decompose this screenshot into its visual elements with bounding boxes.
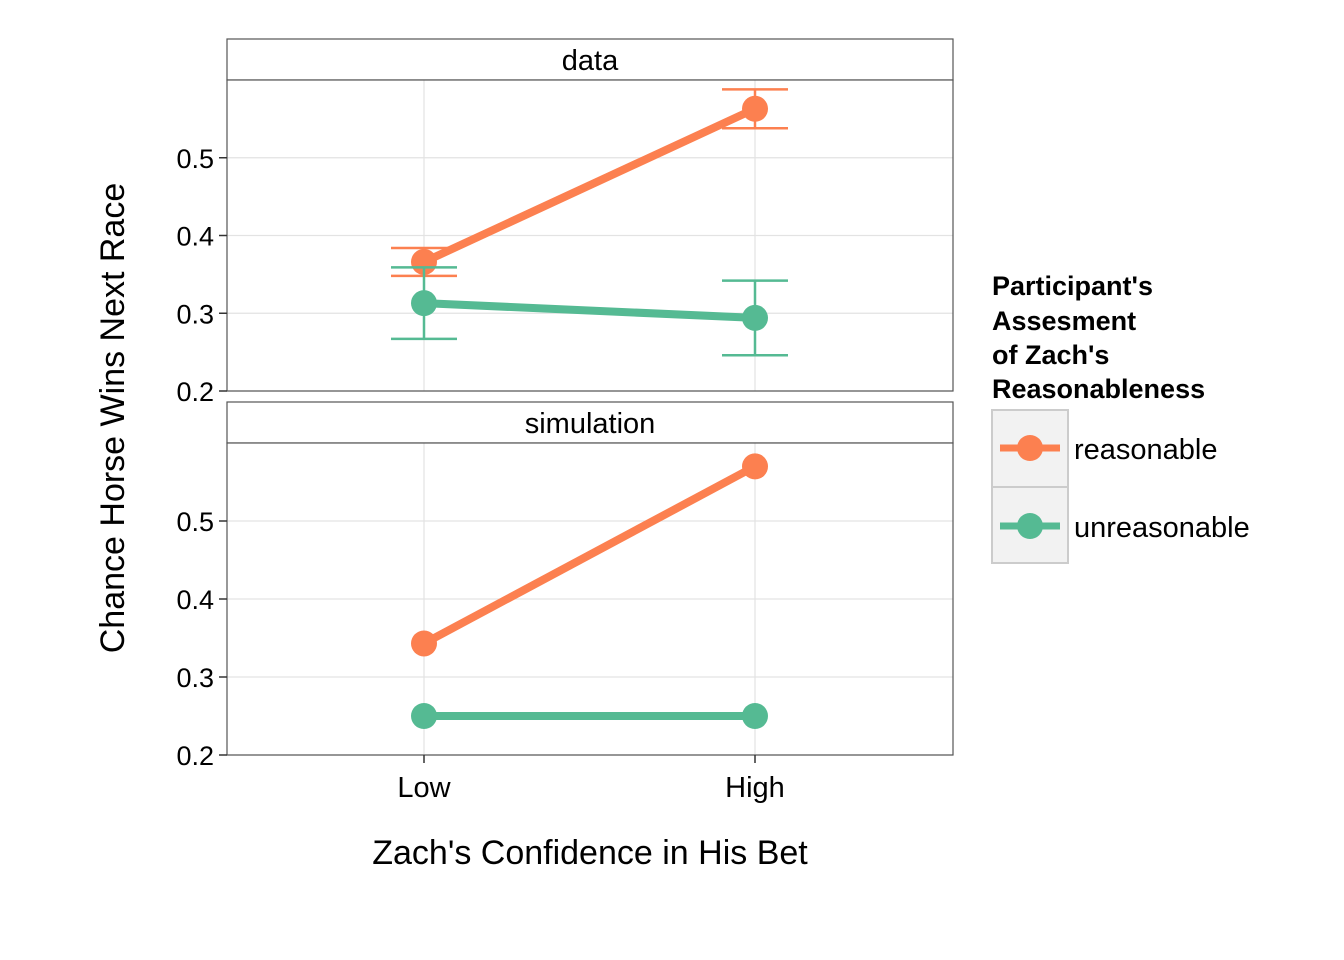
legend: Participant's Assesment of Zach's Reason… — [991, 271, 1250, 564]
y-axis-title: Chance Horse Wins Next Race — [94, 183, 132, 654]
x-tick-label: High — [725, 772, 785, 804]
legend-title-line-1: Participant's — [992, 271, 1153, 301]
series-line-unreasonable — [423, 299, 756, 322]
data-point-unreasonable — [411, 290, 437, 317]
y-tick-label: 0.2 — [176, 741, 214, 771]
legend-key-point-unreasonable — [1017, 513, 1043, 539]
data-point-unreasonable — [742, 304, 768, 331]
legend-label-reasonable: reasonable — [1074, 434, 1218, 466]
data-point-unreasonable — [411, 703, 437, 729]
legend-title-line-3: of Zach's — [992, 340, 1109, 370]
legend-title-line-4: Reasonableness — [992, 374, 1205, 404]
data-point-reasonable — [411, 630, 437, 657]
data-point-reasonable — [742, 95, 768, 122]
y-tick-label: 0.4 — [176, 585, 214, 615]
y-tick-label: 0.3 — [176, 299, 214, 329]
data-point-unreasonable — [742, 703, 768, 729]
strip-data — [226, 38, 954, 81]
y-tick-label: 0.3 — [176, 663, 214, 693]
series-reasonable — [411, 453, 768, 657]
series-line-reasonable — [422, 105, 757, 266]
legend-title: Participant's Assesment of Zach's Reason… — [992, 271, 1205, 404]
y-tick-label: 0.2 — [176, 377, 214, 407]
strip-label-simulation: simulation — [525, 408, 656, 440]
legend-key-point-reasonable — [1017, 435, 1043, 461]
series-unreasonable — [411, 703, 768, 729]
legend-label-unreasonable: unreasonable — [1074, 512, 1250, 544]
y-tick-label: 0.5 — [176, 144, 214, 174]
x-axis-title: Zach's Confidence in His Bet — [372, 834, 808, 872]
panel-data: data 0.2 0.3 0.4 0.5 — [176, 38, 954, 407]
series-unreasonable — [391, 266, 788, 357]
x-axis: Low High — [397, 755, 785, 804]
strip-label-data: data — [562, 45, 619, 77]
legend-title-line-2: Assesment — [992, 306, 1136, 336]
data-point-reasonable — [742, 453, 768, 480]
y-tick-label: 0.5 — [176, 507, 214, 537]
x-tick-label: Low — [397, 772, 451, 804]
strip-simulation — [226, 401, 954, 444]
series-line-reasonable — [422, 462, 757, 647]
y-tick-label: 0.4 — [176, 222, 214, 252]
facet-panels: data 0.2 0.3 0.4 0.5 simulation 0.2 0.3 0.4 0.5 — [176, 38, 954, 771]
panel-simulation: simulation 0.2 0.3 0.4 0.5 — [176, 401, 954, 771]
